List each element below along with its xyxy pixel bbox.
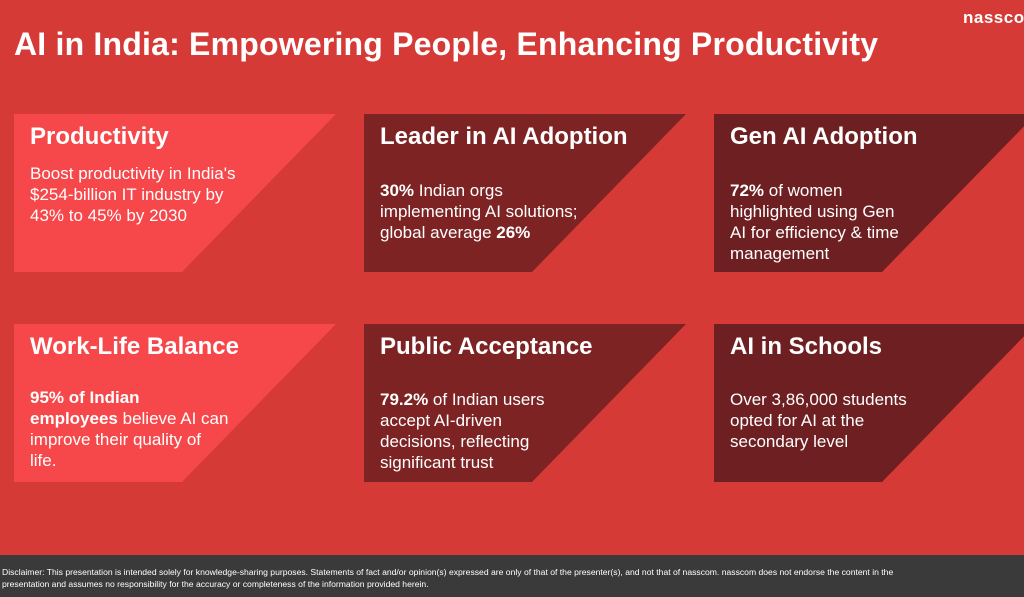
card-body: 95% of Indian employees believe AI can i… <box>30 387 230 471</box>
card-stat: 95% of Indian employees <box>30 388 140 428</box>
card-public-acceptance: Public Acceptance 79.2% of Indian users … <box>364 324 686 482</box>
card-productivity: Productivity Boost productivity in India… <box>14 114 336 272</box>
card-heading: Leader in AI Adoption <box>380 123 628 150</box>
card-background <box>714 114 1024 272</box>
card-leader-in-ai-adoption: Leader in AI Adoption 30% Indian orgs im… <box>364 114 686 272</box>
page-title: AI in India: Empowering People, Enhancin… <box>14 26 879 62</box>
card-heading: Productivity <box>30 123 169 150</box>
card-background <box>714 324 1024 482</box>
card-text: of women highlighted using Gen AI for ef… <box>730 181 899 263</box>
card-heading: Work-Life Balance <box>30 333 239 360</box>
card-ai-in-schools: AI in Schools Over 3,86,000 students opt… <box>714 324 1024 482</box>
card-text: Boost productivity in India's $254-billi… <box>30 164 236 225</box>
card-stat: 79.2% <box>380 390 429 409</box>
card-background <box>14 324 336 482</box>
card-body: 30% Indian orgs implementing AI solution… <box>380 180 600 243</box>
card-heading: Gen AI Adoption <box>730 123 918 150</box>
card-gen-ai-adoption: Gen AI Adoption 72% of women highlighted… <box>714 114 1024 272</box>
card-work-life-balance: Work-Life Balance 95% of Indian employee… <box>14 324 336 482</box>
card-heading: AI in Schools <box>730 333 883 360</box>
card-stat-2: 26% <box>496 223 531 242</box>
card-background <box>364 114 686 272</box>
card-body: Over 3,86,000 students opted for AI at t… <box>730 389 930 452</box>
card-body: 72% of women highlighted using Gen AI fo… <box>730 180 910 264</box>
slide: nasscom AI in India: Empowering People, … <box>14 8 1024 482</box>
disclaimer-line-1: Disclaimer: This presentation is intende… <box>2 567 894 577</box>
card-text: Indian orgs implementing AI solutions; g… <box>380 181 578 242</box>
card-stat: 72% <box>730 181 765 200</box>
card-body: Boost productivity in India's $254-billi… <box>30 163 250 226</box>
card-background <box>364 324 686 482</box>
card-text: Over 3,86,000 students opted for AI at t… <box>730 390 907 451</box>
card-heading: Public Acceptance <box>380 333 593 360</box>
card-background <box>14 114 336 272</box>
card-text: believe AI can improve their quality of … <box>30 409 229 470</box>
disclaimer-line-2: presentation and assumes no responsibili… <box>2 579 429 589</box>
card-body: 79.2% of Indian users accept AI-driven d… <box>380 389 570 473</box>
card-stat: 30% <box>380 181 415 200</box>
disclaimer-bar: Disclaimer: This presentation is intende… <box>0 555 1024 597</box>
card-text: of Indian users accept AI-driven decisio… <box>380 390 545 472</box>
nasscom-logo: nasscom <box>963 8 1024 27</box>
